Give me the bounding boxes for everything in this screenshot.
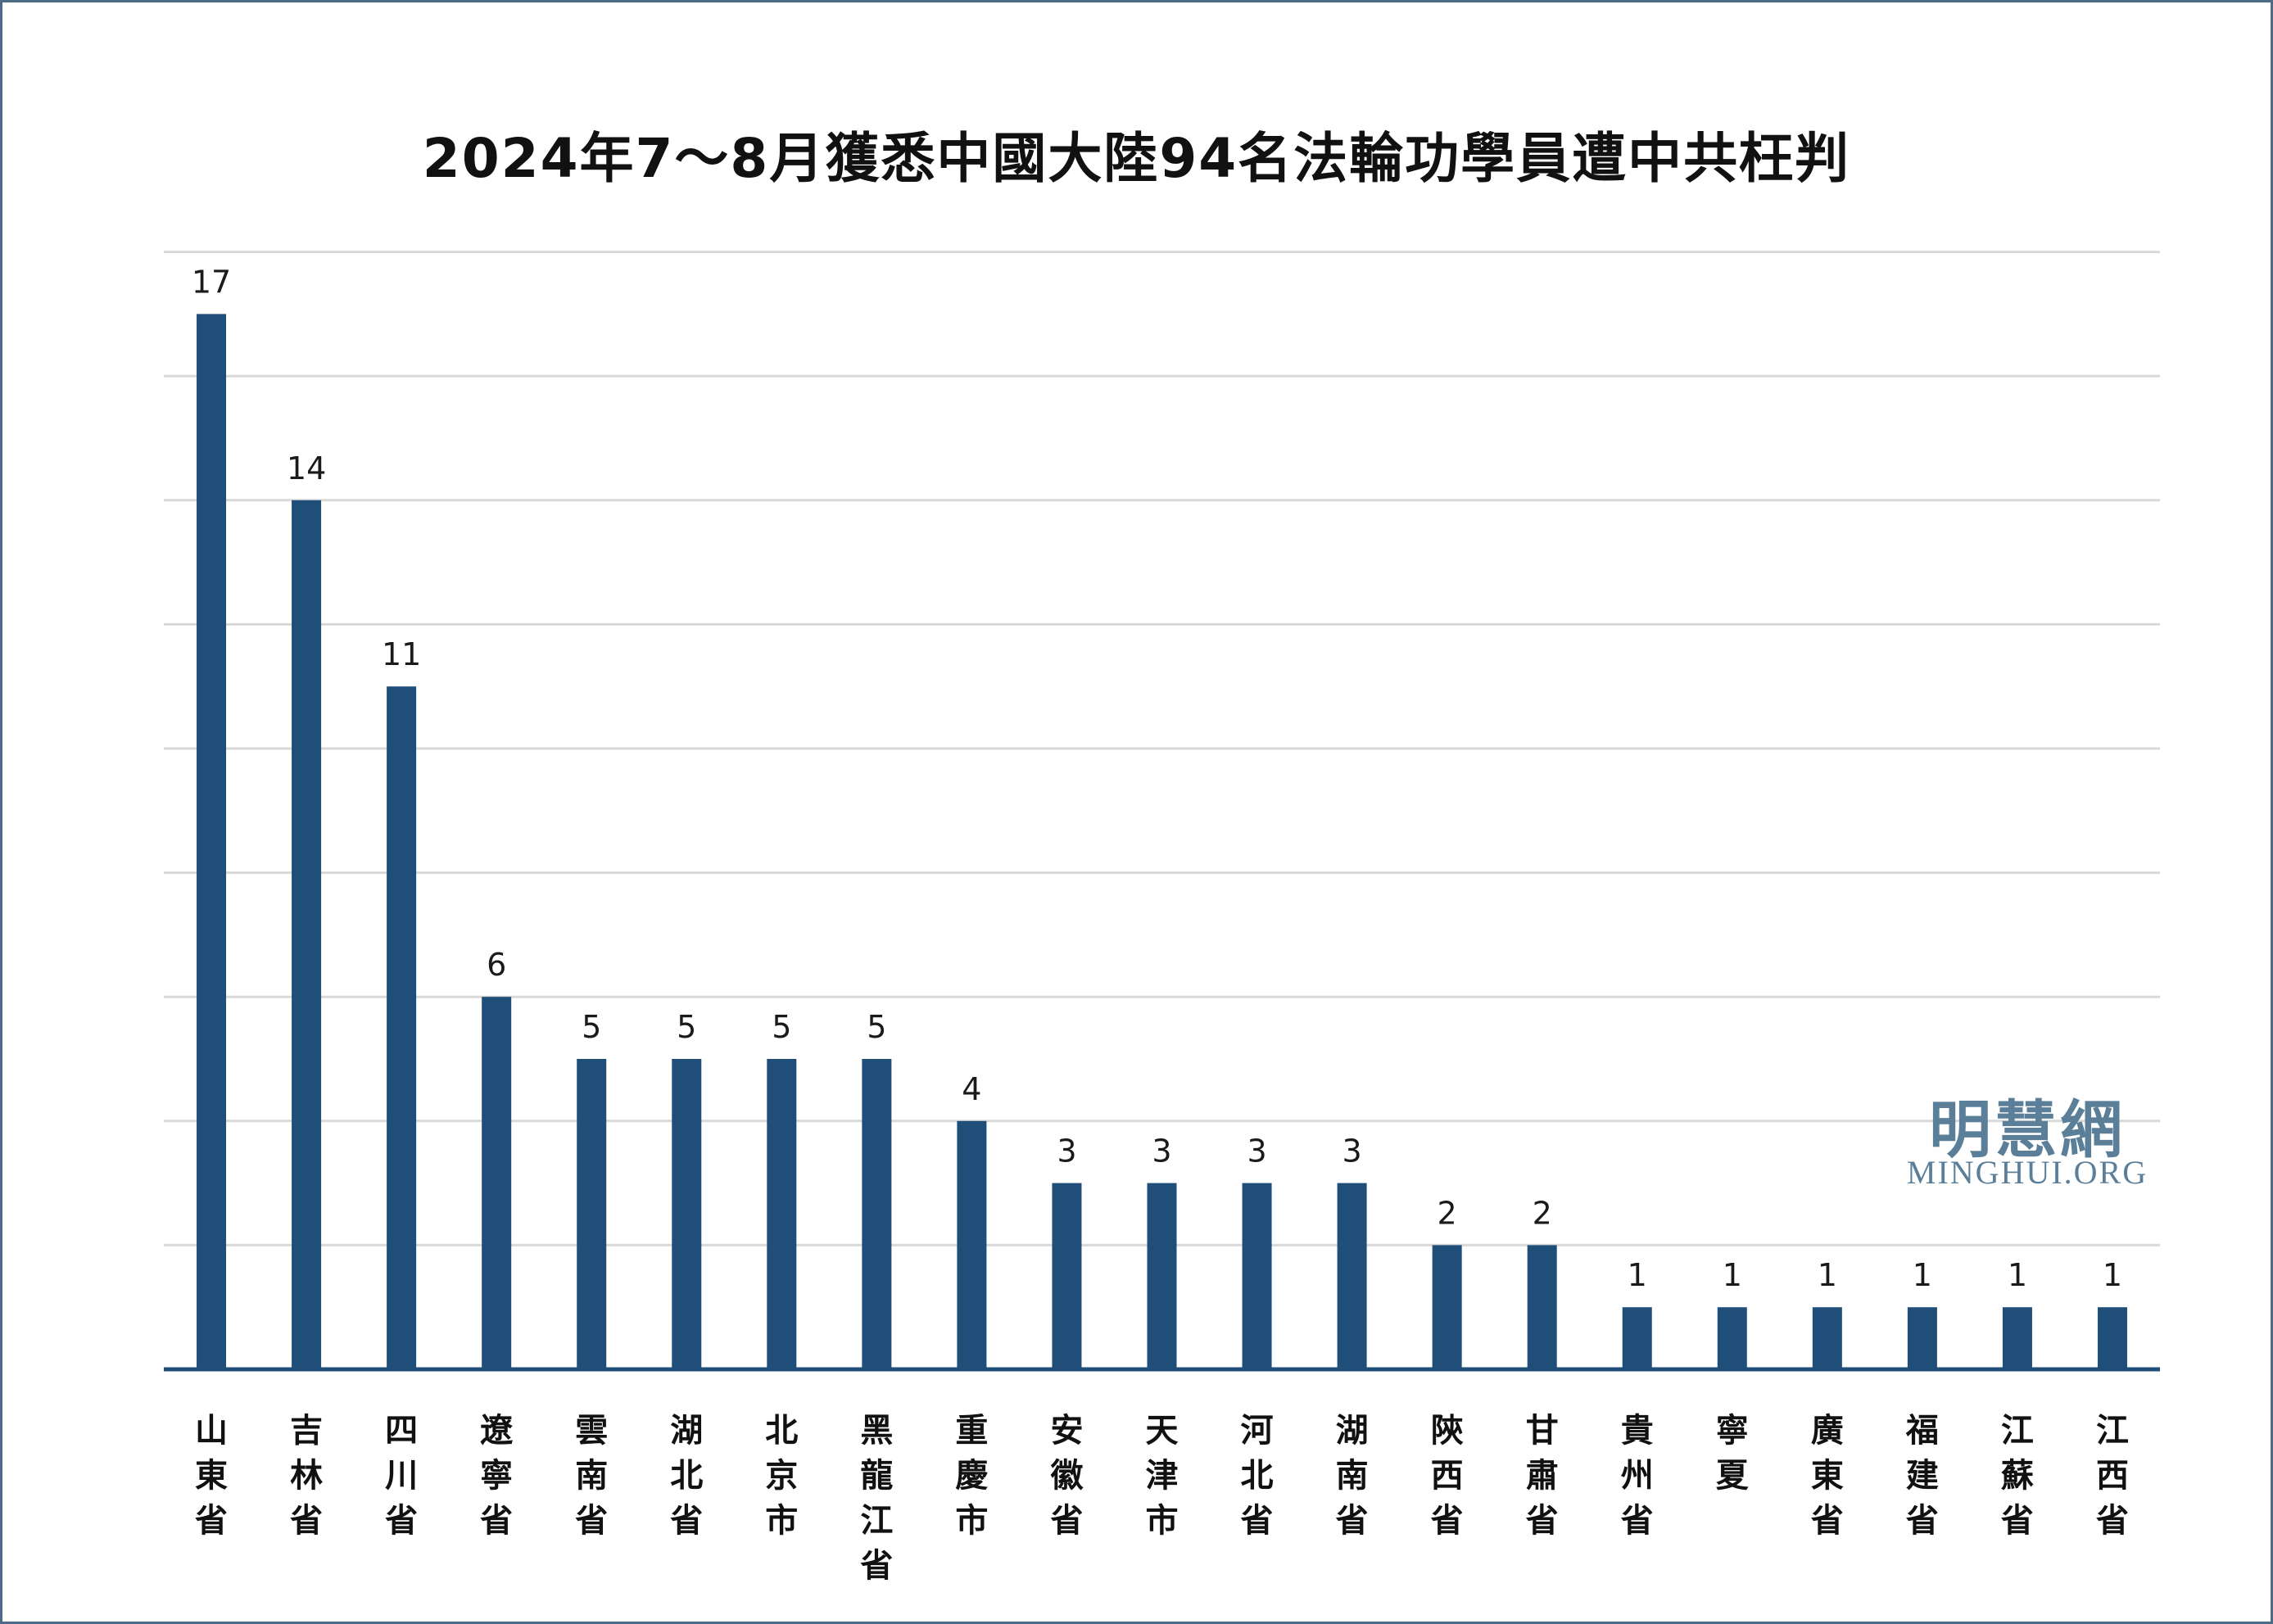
minghui-logo-chinese: 明慧網 [1929,1093,2126,1166]
bar [767,1059,797,1369]
category-label: 重慶市 [955,1412,988,1540]
bar [1432,1245,1462,1369]
value-label: 4 [962,1071,981,1107]
category-label: 吉林省 [290,1412,323,1540]
value-label: 3 [1152,1133,1171,1169]
value-label: 2 [1533,1195,1552,1231]
bar [1052,1183,1082,1369]
bar [482,997,512,1369]
value-label: 3 [1247,1133,1266,1169]
bar [2097,1307,2127,1369]
category-label: 廣東省 [1811,1412,1844,1540]
category-label: 湖北省 [670,1412,703,1540]
value-label: 1 [1913,1257,1932,1293]
bar [862,1059,892,1369]
value-label: 1 [1628,1257,1647,1293]
value-label: 6 [487,947,506,983]
bar [1527,1245,1557,1369]
category-label: 寧夏 [1716,1412,1750,1495]
category-label: 遼寧省 [480,1412,514,1540]
category-label: 黑龍江省 [860,1412,893,1585]
value-label: 1 [1723,1257,1742,1293]
value-label: 1 [1818,1257,1837,1293]
category-label: 河北省 [1241,1412,1274,1540]
category-label: 山東省 [195,1412,228,1540]
category-label: 甘肅省 [1526,1412,1559,1540]
bar [1907,1307,1937,1369]
category-labels: 山東省 吉林省 四川省 遼寧省 雲南省 湖北省 北京市 黑龍江省 重慶市 安徽省 天津市 河北省 湖南省… [195,1412,2129,1585]
chart-title: 2024年7～8月獲悉中國大陸94名法輪功學員遭中共枉判 [422,127,1851,190]
bar [1147,1183,1177,1369]
category-label: 雲南省 [575,1412,608,1540]
value-label: 5 [677,1009,696,1045]
bar [292,500,322,1369]
value-label: 3 [1057,1133,1076,1169]
value-label: 1 [2008,1257,2027,1293]
bar [387,686,417,1369]
category-label: 安徽省 [1049,1412,1084,1540]
bar [2002,1307,2032,1369]
category-label: 天津市 [1146,1412,1179,1540]
bar [1622,1307,1652,1369]
category-label: 四川省 [385,1412,418,1540]
value-label: 5 [867,1009,886,1045]
bar [577,1059,607,1369]
bar [1242,1183,1272,1369]
minghui-logo-english: MINGHUI.ORG [1906,1154,2148,1191]
category-label: 江蘇省 [2001,1412,2034,1540]
gridlines [164,251,2160,1246]
value-label: 2 [1438,1195,1457,1231]
category-label: 陝西省 [1431,1412,1464,1540]
value-label: 3 [1343,1133,1362,1169]
category-label: 北京市 [765,1412,798,1540]
value-label: 14 [287,450,326,486]
value-label: 1 [2103,1257,2122,1293]
value-label: 17 [192,264,231,300]
bar [957,1120,987,1369]
value-label: 5 [582,1009,601,1045]
category-label: 湖南省 [1336,1412,1369,1540]
bar [1812,1307,1842,1369]
bars [197,314,2127,1369]
value-label: 5 [772,1009,791,1045]
bar [1717,1307,1747,1369]
category-label: 江西省 [2096,1412,2129,1540]
category-label: 福建省 [1905,1412,1939,1540]
bar [197,314,227,1369]
bar [1337,1183,1367,1369]
bar [672,1059,702,1369]
value-label: 11 [382,636,421,672]
category-label: 貴州省 [1621,1412,1654,1540]
